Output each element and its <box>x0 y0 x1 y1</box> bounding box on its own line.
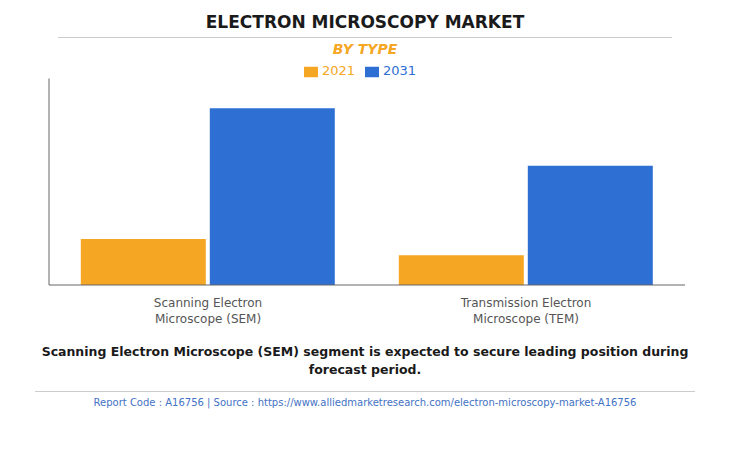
html-text:BY TYPE: BY TYPE <box>332 41 398 57</box>
html-text:2031: 2031 <box>383 63 417 78</box>
html-text:forecast period.: forecast period. <box>308 362 422 377</box>
html-text:Report Code : A16756 | Source: Report Code : A16756 | Source : https://… <box>93 397 637 408</box>
html-text:ELECTRON MICROSCOPY MARKET: ELECTRON MICROSCOPY MARKET <box>205 12 525 32</box>
html-text:Scanning Electron Microscope (: Scanning Electron Microscope (SEM) segme… <box>41 344 689 359</box>
html-text:2021: 2021 <box>321 63 355 78</box>
svg-text:Transmission ElectronMicroscop: Transmission ElectronMicroscope (TEM) <box>460 296 592 326</box>
svg-text:Scanning ElectronMicroscope (S: Scanning ElectronMicroscope (SEM) <box>154 296 262 326</box>
